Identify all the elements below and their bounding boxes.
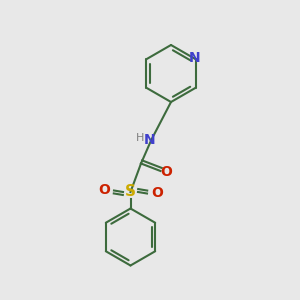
Text: H: H <box>136 133 144 143</box>
Text: O: O <box>160 166 172 179</box>
Text: O: O <box>151 186 163 200</box>
Text: N: N <box>188 51 200 65</box>
Text: N: N <box>144 133 156 146</box>
Text: O: O <box>98 183 110 196</box>
Text: S: S <box>125 184 136 200</box>
